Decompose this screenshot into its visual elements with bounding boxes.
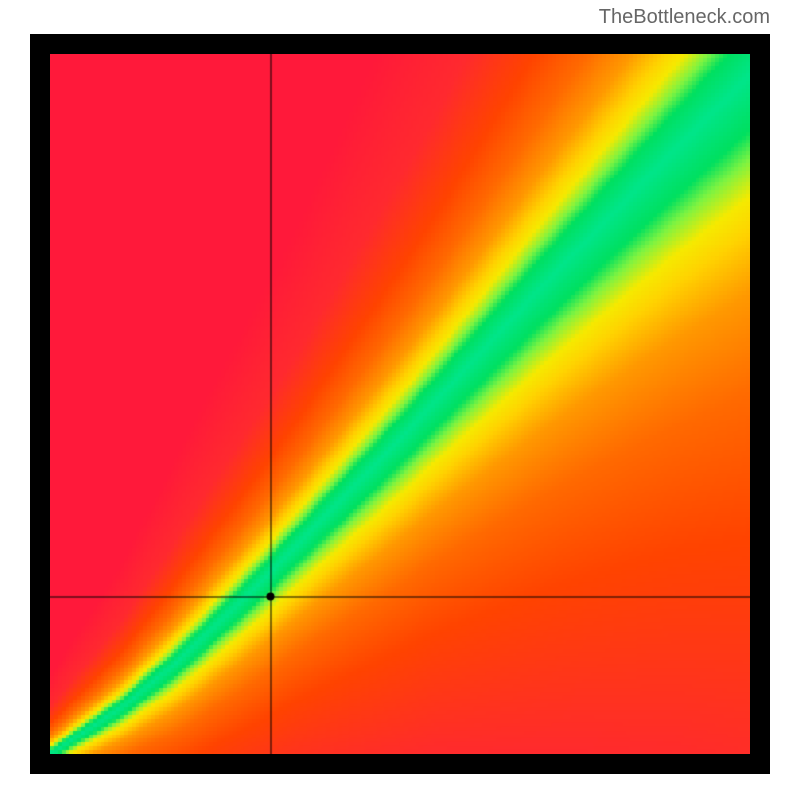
container: TheBottleneck.com	[0, 0, 800, 800]
plot-area	[50, 54, 750, 754]
heatmap-canvas	[50, 54, 750, 754]
attribution-text: TheBottleneck.com	[599, 6, 770, 29]
plot-frame	[30, 34, 770, 774]
